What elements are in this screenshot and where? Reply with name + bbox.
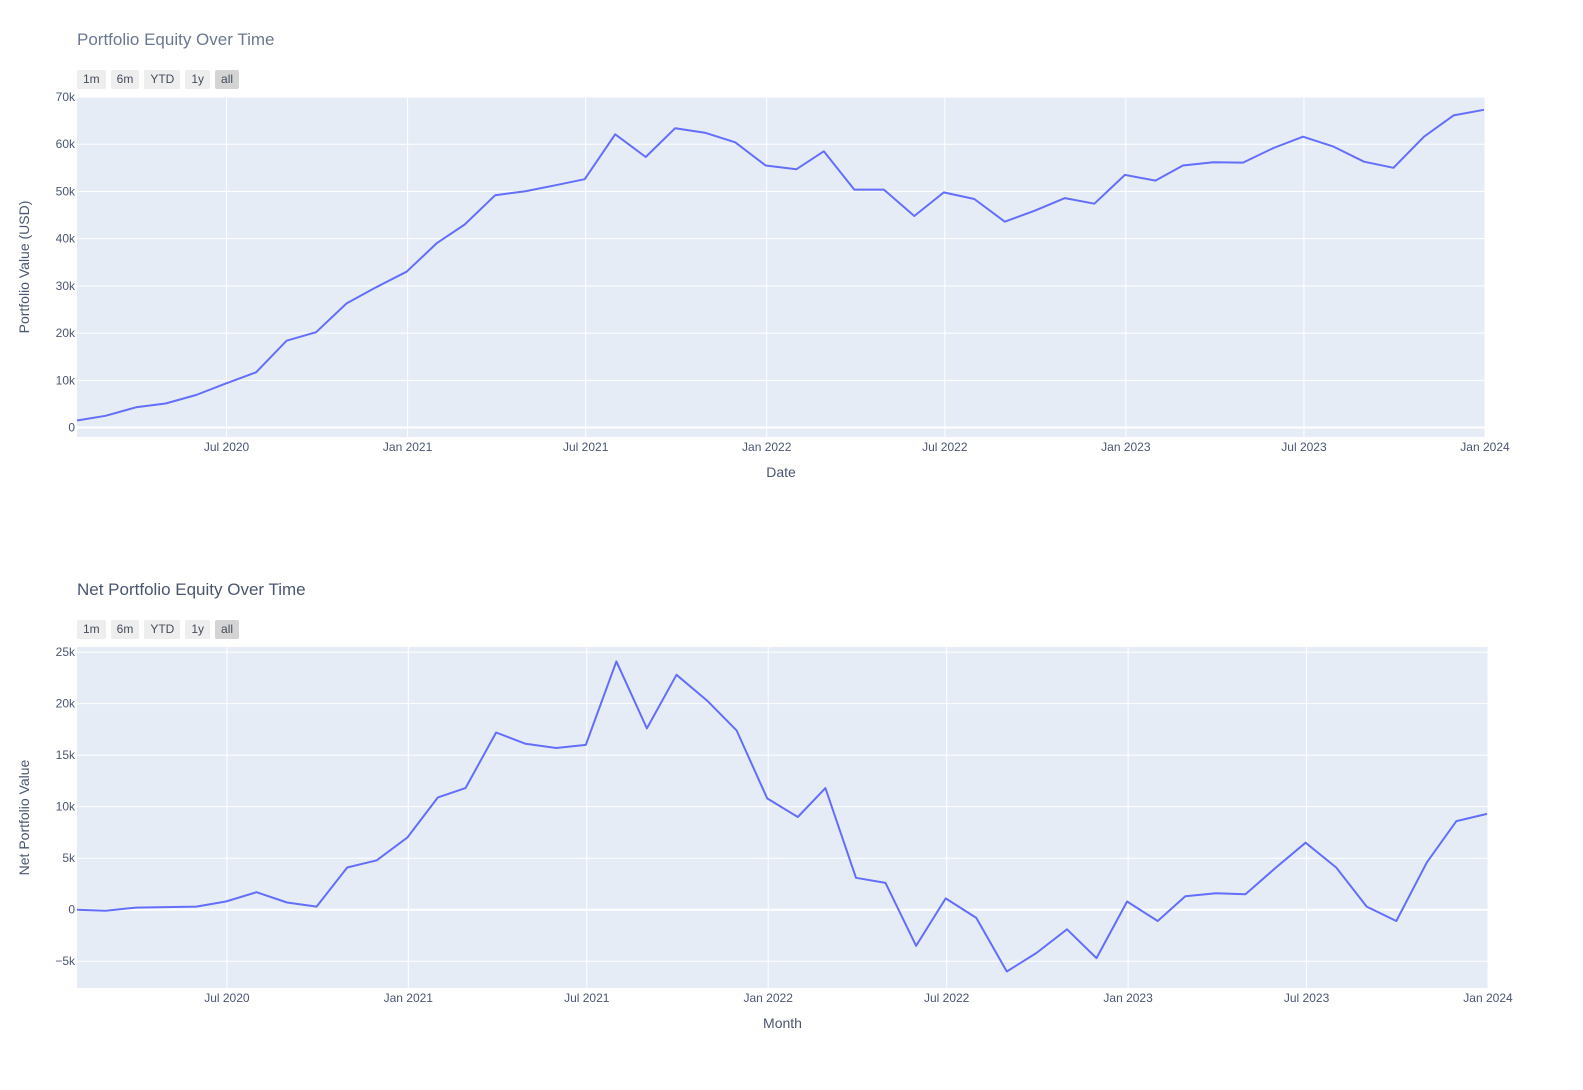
x-tick-label: Jan 2024 <box>1463 991 1513 1005</box>
range-selector: 1m 6m YTD 1y all <box>77 620 240 639</box>
equity-chart: Jul 2020 Jan 2021 Jul 2021 Jan 2022 Jul 2022… <box>16 90 1510 480</box>
range-selector: 1m 6m YTD 1y all <box>77 70 240 89</box>
x-tick-label: Jul 2023 <box>1281 440 1327 454</box>
x-tick-label: Jul 2023 <box>1284 991 1330 1005</box>
range-button-6m[interactable]: 6m <box>110 620 140 639</box>
x-tick-label: Jan 2022 <box>742 440 792 454</box>
y-tick-label: 15k <box>56 748 76 762</box>
range-button-6m[interactable]: 6m <box>110 70 140 89</box>
range-button-1y[interactable]: 1y <box>185 70 211 89</box>
y-tick-label: 0 <box>68 903 75 917</box>
x-axis-title: Date <box>766 464 796 480</box>
x-tick-label: Jul 2021 <box>564 991 610 1005</box>
x-tick-label: Jul 2022 <box>922 440 968 454</box>
y-tick-label: 30k <box>56 279 76 293</box>
chart-title: Net Portfolio Equity Over Time <box>77 580 306 599</box>
y-axis-title: Net Portfolio Value <box>16 759 32 875</box>
range-button-1m[interactable]: 1m <box>77 70 106 89</box>
range-button-all[interactable]: all <box>215 620 240 639</box>
plot-area <box>77 647 1488 988</box>
range-button-all[interactable]: all <box>215 70 240 89</box>
y-tick-label: 0 <box>68 421 75 435</box>
y-tick-label: 20k <box>56 697 76 711</box>
equity-chart-panel: Jul 2020 Jan 2021 Jul 2021 Jan 2022 Jul 2022… <box>0 0 1583 540</box>
y-tick-label: −5k <box>55 954 76 968</box>
y-tick-label: 60k <box>56 137 76 151</box>
x-tick-label: Jan 2023 <box>1103 991 1153 1005</box>
series-line <box>76 660 1488 973</box>
x-tick-label: Jul 2021 <box>563 440 609 454</box>
y-tick-label: 70k <box>56 90 76 104</box>
y-tick-label: 50k <box>56 184 76 198</box>
range-button-ytd[interactable]: YTD <box>144 620 181 639</box>
x-tick-label: Jan 2024 <box>1460 440 1510 454</box>
x-tick-label: Jan 2021 <box>383 440 433 454</box>
x-axis-title: Month <box>763 1015 802 1031</box>
y-tick-label: 5k <box>62 851 76 865</box>
x-tick-label: Jul 2022 <box>924 991 970 1005</box>
net-equity-chart-panel: Jul 2020 Jan 2021 Jul 2021 Jan 2022 Jul 2022… <box>0 550 1583 1090</box>
net-equity-chart: Jul 2020 Jan 2021 Jul 2021 Jan 2022 Jul 2022… <box>16 645 1513 1031</box>
range-button-1m[interactable]: 1m <box>77 620 106 639</box>
series-line <box>76 108 1485 422</box>
y-axis-title: Portfolio Value (USD) <box>16 201 32 334</box>
range-button-1y[interactable]: 1y <box>185 620 211 639</box>
x-tick-label: Jan 2022 <box>744 991 794 1005</box>
y-tick-label: 10k <box>56 800 76 814</box>
x-tick-label: Jul 2020 <box>204 991 250 1005</box>
range-button-ytd[interactable]: YTD <box>144 70 181 89</box>
chart-title: Portfolio Equity Over Time <box>77 30 275 49</box>
x-tick-label: Jan 2023 <box>1101 440 1151 454</box>
x-tick-label: Jan 2021 <box>384 991 434 1005</box>
x-tick-label: Jul 2020 <box>204 440 250 454</box>
y-tick-label: 20k <box>56 326 76 340</box>
y-tick-label: 25k <box>56 645 76 659</box>
y-tick-label: 10k <box>56 373 76 387</box>
y-tick-label: 40k <box>56 232 76 246</box>
